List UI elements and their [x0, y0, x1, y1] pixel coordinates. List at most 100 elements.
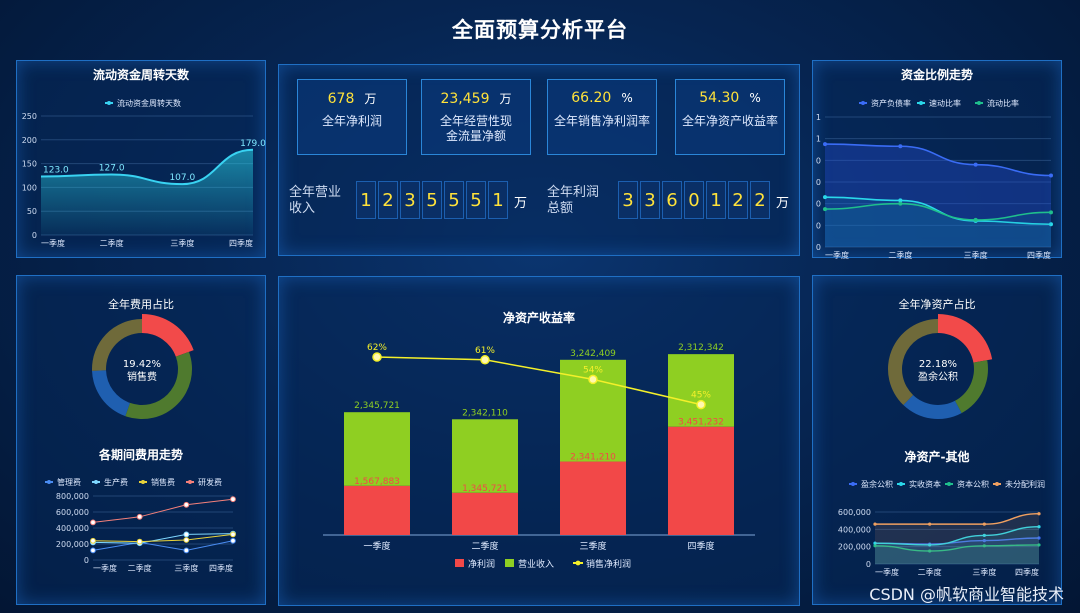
y-tick-label: 200,000: [838, 543, 871, 552]
ratio-chart: 资产负债率 速动比率 流动比率 1 1 0 0 0 0 0 一季度 二季度 三季度 四季度: [816, 98, 1053, 260]
legend-label: 管理费: [57, 477, 81, 487]
legend-label: 销售净利润: [586, 558, 631, 570]
y-tick-label: 400,000: [56, 524, 89, 533]
pie-slice: [938, 314, 993, 363]
revenue-digit: 5: [444, 181, 464, 219]
y-tick-label: 0: [866, 560, 871, 569]
pie-slice: [92, 370, 130, 417]
data-label: 179.0: [240, 139, 266, 149]
bar-revenue: [668, 354, 734, 427]
data-label-margin: 61%: [475, 346, 495, 356]
y-tick-label: 0: [816, 243, 821, 252]
data-point: [898, 144, 903, 149]
legend-dot: [995, 482, 999, 486]
profit-total-digit: 1: [706, 181, 726, 219]
legend-swatch: [455, 559, 464, 567]
legend-dot: [94, 480, 98, 484]
donut-center-label: 盈余公积: [918, 370, 958, 383]
profit-total-digit: 3: [618, 181, 638, 219]
kpi-card-sales-margin: 66.20% 全年销售净利润率: [547, 79, 657, 155]
bar-label-revenue: 2,345,721: [354, 401, 400, 411]
y-tick-label: 0: [84, 556, 89, 565]
series-line: [874, 526, 1040, 546]
legend-dot: [947, 482, 951, 486]
series-line: [824, 143, 1052, 177]
legend-label: 生产费: [104, 477, 128, 487]
x-tick-label: 四季度: [687, 540, 714, 552]
legend-dot: [919, 101, 923, 105]
x-tick-label: 一季度: [875, 567, 899, 577]
series-line: [824, 196, 1052, 226]
data-point: [90, 519, 96, 526]
donut-center-value: 19.42%: [123, 359, 161, 370]
data-point: [873, 544, 877, 548]
series-line: [92, 533, 234, 544]
data-label: 107.0: [169, 173, 195, 183]
kpi-value: 66.20%: [571, 90, 633, 106]
data-point: [898, 201, 903, 206]
turnover-chart: 流动资金周转天数 250 200 150 100 50 0 一季度 二季度 三季度 四季度 123.0…: [22, 98, 266, 248]
legend-label: 未分配利润: [1005, 479, 1045, 489]
legend-dot: [575, 560, 581, 566]
data-point: [136, 513, 143, 520]
pie-slice: [954, 360, 988, 414]
bar-label-net-profit: 1,345,721: [462, 484, 508, 494]
legend-dot: [47, 480, 51, 484]
bar-label-net-profit: 3,451,232: [678, 418, 724, 428]
ratio-panel: 资金比例走势 资产负债率 速动比率 流动比率 1 1 0 0 0 0 0 一季度 二季度 三季度 四季度: [812, 60, 1062, 260]
data-point: [1037, 512, 1041, 516]
data-point: [183, 531, 190, 538]
expense-panel: 全年费用占比 19.42% 销售费 各期间费用走势 管理费 生产费 销售费 研发费 800…: [16, 275, 266, 605]
data-point: [823, 207, 827, 212]
y-tick-label: 0: [816, 156, 821, 165]
legend-label: 营业收入: [518, 558, 554, 570]
legend-dot: [977, 101, 981, 105]
x-tick-label: 四季度: [1027, 250, 1051, 260]
y-tick-label: 1: [816, 135, 821, 144]
bar-label-revenue: 2,342,110: [462, 408, 508, 418]
series-area: [825, 197, 1051, 247]
data-point: [928, 543, 932, 547]
profit-total-label: 全年利润总额: [547, 185, 600, 216]
series-line: [92, 540, 234, 551]
y-tick-label: 0: [816, 221, 821, 230]
kpi-value: 54.30%: [699, 90, 761, 106]
data-point: [1049, 222, 1053, 227]
series-line: [92, 533, 234, 543]
series-line: [92, 498, 234, 523]
x-tick-label: 三季度: [972, 567, 996, 577]
revenue-digit: 3: [400, 181, 420, 219]
y-tick-label: 800,000: [56, 492, 89, 501]
legend-label: 资产负债率: [871, 98, 911, 108]
x-tick-label: 三季度: [579, 540, 606, 552]
bar-label-net-profit: 1,567,883: [354, 477, 400, 487]
x-tick-label: 二季度: [128, 563, 152, 573]
pie-slice: [125, 351, 192, 419]
data-point: [230, 537, 236, 544]
revenue-unit: 万: [514, 196, 528, 211]
equity-other-chart: 盈余公积 实收资本 资本公积 未分配利润 600,000 400,000 200,000 0一…: [838, 479, 1045, 577]
data-point: [230, 531, 236, 538]
y-tick-label: 250: [22, 112, 37, 121]
bar-net-profit: [452, 492, 518, 535]
y-tick-label: 50: [27, 207, 37, 216]
series-area: [875, 544, 1039, 564]
data-point: [982, 544, 986, 548]
legend-dot: [851, 482, 855, 486]
data-point: [183, 547, 190, 554]
bar-label-revenue: 3,242,409: [570, 349, 616, 359]
pie-slice: [142, 314, 194, 357]
legend-dot: [899, 482, 903, 486]
kpi-label: 全年销售净利润率: [553, 114, 650, 128]
kpi-value: 23,459 万: [440, 91, 512, 107]
expense-trend-title: 各期间费用走势: [98, 448, 183, 462]
data-point: [982, 522, 986, 526]
x-tick-label: 二季度: [471, 540, 498, 552]
profit-total-digit: 0: [684, 181, 704, 219]
page-title: 全面预算分析平台: [452, 18, 628, 42]
legend-swatch: [505, 559, 514, 567]
legend-dot: [861, 101, 865, 105]
bar-label-revenue: 2,312,342: [678, 343, 724, 353]
series-line: [824, 202, 1052, 221]
data-point: [982, 539, 986, 543]
